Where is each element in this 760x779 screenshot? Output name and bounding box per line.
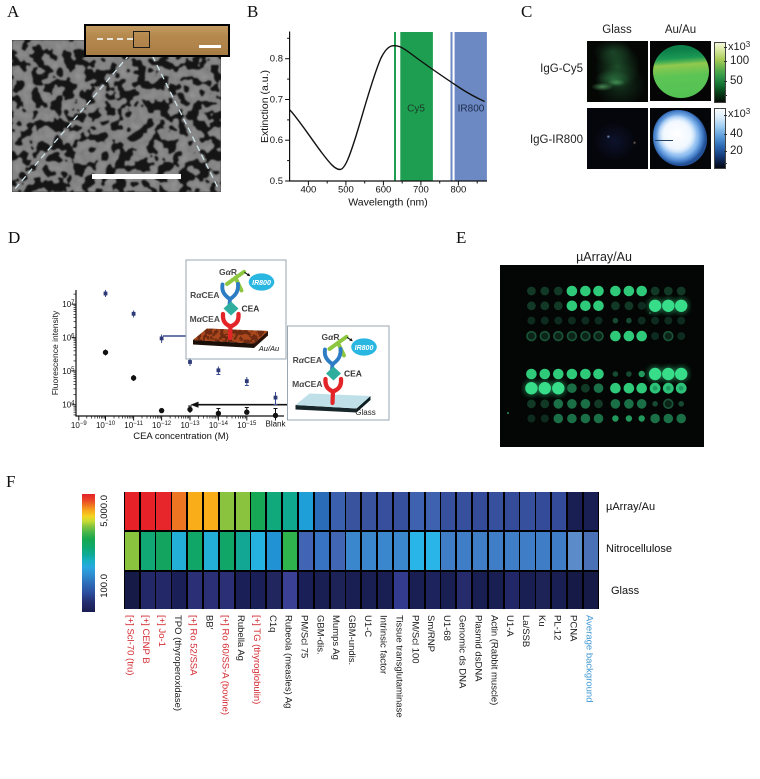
svg-text:0.6: 0.6 bbox=[270, 135, 283, 146]
svg-text:400: 400 bbox=[300, 185, 316, 196]
svg-text:10−9: 10−9 bbox=[71, 421, 87, 430]
svg-text:Au/Au: Au/Au bbox=[258, 344, 280, 353]
svg-text:800: 800 bbox=[450, 185, 466, 196]
svg-text:10−13: 10−13 bbox=[180, 421, 200, 430]
svg-text:105: 105 bbox=[62, 367, 75, 376]
svg-text:10−12: 10−12 bbox=[152, 421, 172, 430]
svg-text:600: 600 bbox=[375, 185, 391, 196]
svg-text:0.7: 0.7 bbox=[270, 95, 283, 106]
svg-text:10−11: 10−11 bbox=[124, 421, 143, 430]
svg-text:10−10: 10−10 bbox=[96, 421, 116, 430]
svg-text:IR800: IR800 bbox=[458, 104, 485, 115]
svg-text:500: 500 bbox=[338, 185, 354, 196]
svg-text:Fluorescence intensity: Fluorescence intensity bbox=[50, 310, 60, 395]
svg-text:107: 107 bbox=[62, 300, 75, 309]
svg-text:Extinction (a.u.): Extinction (a.u.) bbox=[259, 70, 271, 143]
svg-text:10−15: 10−15 bbox=[237, 421, 257, 430]
svg-text:10−14: 10−14 bbox=[209, 421, 229, 430]
svg-text:0.5: 0.5 bbox=[270, 176, 283, 187]
svg-text:CEA concentration (M): CEA concentration (M) bbox=[133, 431, 229, 442]
svg-text:0.8: 0.8 bbox=[270, 54, 283, 65]
svg-text:104: 104 bbox=[62, 401, 75, 410]
svg-text:106: 106 bbox=[62, 334, 75, 343]
svg-text:Blank: Blank bbox=[265, 420, 286, 429]
svg-text:700: 700 bbox=[413, 185, 429, 196]
svg-text:Wavelength (nm): Wavelength (nm) bbox=[348, 197, 428, 209]
svg-text:Cy5: Cy5 bbox=[407, 104, 425, 115]
svg-text:Glass: Glass bbox=[355, 408, 375, 417]
